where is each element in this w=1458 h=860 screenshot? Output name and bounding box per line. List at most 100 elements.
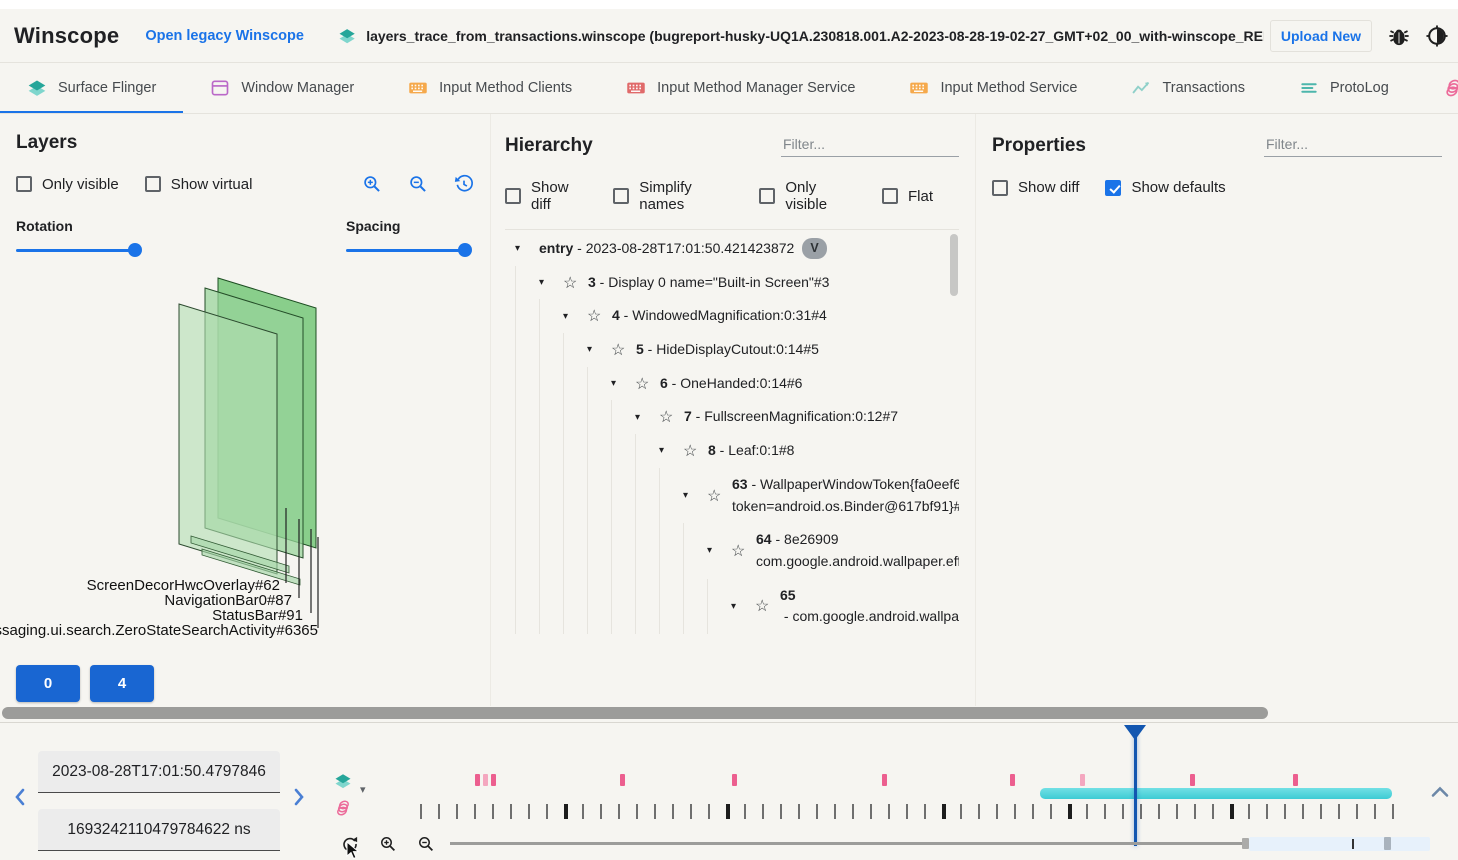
checkbox-flat[interactable]: Flat (881, 188, 933, 205)
timeline-tick (1194, 804, 1196, 819)
tab-input-method-manager-service[interactable]: Input Method Manager Service (599, 63, 882, 113)
pin-star-icon[interactable]: ☆ (707, 487, 722, 505)
pin-star-icon[interactable]: ☆ (659, 409, 674, 427)
tree-node-5[interactable]: ▾ ☆ 5 - HideDisplayCutout:0:14#5 (515, 333, 945, 367)
checkbox-show-virtual[interactable]: Show virtual (144, 175, 253, 193)
collapse-caret-icon[interactable]: ▾ (587, 344, 593, 356)
indent-guide (515, 578, 539, 634)
tree-node-63[interactable]: ▾ ☆ 63 - WallpaperWindowToken{fa0eef6 toke… (515, 467, 959, 524)
checkbox-simplify-names[interactable]: Simplify names (613, 179, 733, 213)
transitions-trace-icon[interactable] (334, 799, 352, 817)
zoom-window-thumb[interactable] (1384, 837, 1391, 850)
collapse-timeline-chevron-icon[interactable] (1430, 785, 1450, 804)
zoom-window (1249, 837, 1430, 851)
checkbox-box[interactable] (16, 176, 32, 192)
pin-star-icon[interactable]: ☆ (755, 598, 770, 616)
layers-3d-view[interactable]: ScreenDecorHwcOverlay#62 NavigationBar0#… (0, 261, 474, 663)
protolog-icon (1299, 78, 1319, 98)
checkbox-box[interactable] (613, 188, 630, 204)
upload-new-button[interactable]: Upload New (1269, 19, 1372, 52)
collapse-caret-icon[interactable]: ▾ (563, 310, 569, 322)
checkbox-box[interactable] (759, 188, 776, 204)
timeline-tick (438, 804, 440, 819)
indent-guide (563, 400, 587, 435)
checkbox-label: Show diff (531, 179, 569, 213)
checkbox-box[interactable] (505, 188, 521, 204)
tab-window-manager[interactable]: Window Manager (183, 63, 381, 113)
playhead-line[interactable] (1134, 727, 1137, 846)
header: Winscope Open legacy Winscope layers_tra… (0, 9, 1458, 62)
transition-marker (1190, 774, 1195, 786)
checkbox-box[interactable] (992, 179, 1008, 196)
timestamp-human-field[interactable]: 2023-08-28T17:01:50.4797846 (38, 751, 280, 793)
properties-filter-input[interactable] (1264, 132, 1442, 157)
checkbox-show-diff[interactable]: Show diff (992, 179, 1079, 196)
checkbox-only-visible[interactable]: Only visible (759, 179, 856, 213)
tree-node-6[interactable]: ▾ ☆ 6 - OneHanded:0:14#6 (515, 366, 945, 401)
tab-transactions[interactable]: Transactions (1104, 63, 1271, 113)
pin-star-icon[interactable]: ☆ (635, 375, 650, 393)
spacing-slider-thumb[interactable] (458, 243, 472, 257)
pin-star-icon[interactable]: ☆ (683, 442, 698, 460)
selection-range-bar[interactable] (1040, 788, 1392, 799)
display-button-4[interactable]: 4 (90, 665, 154, 702)
spacing-slider[interactable] (346, 243, 472, 257)
zoom-in-icon[interactable] (362, 174, 382, 194)
pin-star-icon[interactable]: ☆ (611, 341, 626, 359)
layers-trace-icon[interactable] (334, 772, 352, 790)
collapse-caret-icon[interactable]: ▾ (515, 243, 521, 255)
indent-guide (611, 467, 635, 524)
checkbox-only-visible[interactable]: Only visible (16, 176, 119, 193)
timeline-zoom-in-icon[interactable] (379, 835, 397, 853)
checkbox-box[interactable] (144, 176, 161, 192)
timeline-zoom-track[interactable] (450, 842, 1243, 845)
pin-star-icon[interactable]: ☆ (731, 542, 746, 560)
trace-selector-caret-icon[interactable]: ▾ (360, 784, 366, 796)
hierarchy-filter-input[interactable] (781, 132, 959, 157)
collapse-caret-icon[interactable]: ▾ (659, 445, 665, 457)
checkbox-show-diff[interactable]: Show diff (505, 179, 587, 213)
tree-node-3[interactable]: ▾ ☆ 3 - Display 0 name="Built-in Screen"#3 (515, 265, 945, 300)
checkbox-label: Only visible (785, 179, 828, 213)
checkbox-label: Show virtual (170, 175, 253, 193)
rotation-slider[interactable] (16, 243, 142, 257)
tab-transitions[interactable]: Transitions (1416, 63, 1458, 113)
pin-star-icon[interactable]: ☆ (563, 274, 578, 292)
collapse-caret-icon[interactable]: ▾ (707, 545, 713, 557)
tree-node-7[interactable]: ▾ ☆ 7 - FullscreenMagnification:0:12#7 (515, 400, 945, 435)
tree-scrollbar[interactable] (950, 234, 958, 296)
collapse-caret-icon[interactable]: ▾ (539, 277, 545, 289)
playhead-handle[interactable] (1124, 725, 1146, 740)
tab-protolog[interactable]: ProtoLog (1272, 63, 1416, 113)
tab-input-method-clients[interactable]: Input Method Clients (381, 63, 599, 113)
tree-node-entry[interactable]: ▾ entry - 2023-08-28T17:01:50.421423872 V (515, 232, 945, 266)
collapse-caret-icon[interactable]: ▾ (683, 490, 689, 501)
next-entry-chevron-icon[interactable] (291, 787, 307, 806)
timeline-zoom-out-icon[interactable] (417, 835, 435, 853)
tab-surface-flinger[interactable]: Surface Flinger (0, 63, 184, 113)
open-legacy-link[interactable]: Open legacy Winscope (145, 27, 304, 44)
tree-node-64[interactable]: ▾ ☆ 64 - 8e26909 com.google.android.wallpa… (515, 523, 959, 579)
collapse-caret-icon[interactable]: ▾ (731, 600, 737, 612)
display-button-0[interactable]: 0 (16, 665, 80, 702)
reset-view-icon[interactable] (454, 174, 474, 194)
checkbox-box[interactable] (1105, 179, 1122, 196)
tab-input-method-service[interactable]: Input Method Service (882, 63, 1104, 113)
horizontal-scrollbar[interactable] (2, 707, 1268, 719)
pin-star-icon[interactable]: ☆ (587, 308, 602, 326)
rotation-slider-thumb[interactable] (128, 243, 142, 257)
zoom-out-icon[interactable] (408, 174, 428, 194)
theme-toggle-icon[interactable] (1426, 24, 1448, 47)
checkbox-show-defaults[interactable]: Show defaults (1105, 179, 1226, 196)
timestamp-ns-field[interactable]: 1693242110479784622 ns (38, 809, 280, 851)
tree-node-4[interactable]: ▾ ☆ 4 - WindowedMagnification:0:31#4 (515, 299, 945, 334)
checkbox-box[interactable] (881, 188, 898, 204)
tree-node-8[interactable]: ▾ ☆ 8 - Leaf:0:1#8 (515, 434, 945, 468)
collapse-caret-icon[interactable]: ▾ (635, 411, 641, 423)
collapse-caret-icon[interactable]: ▾ (611, 378, 617, 390)
bug-report-icon[interactable] (1388, 25, 1410, 47)
entry-text: entry - 2023-08-28T17:01:50.421423872 V (539, 232, 827, 266)
prev-entry-chevron-icon[interactable] (12, 787, 28, 806)
node-text: 65 - com.google.android.wallpaper.effect… (780, 586, 959, 625)
tree-node-65[interactable]: ▾ ☆ 65 - com.google.android.wallpaper.effe… (515, 578, 959, 634)
